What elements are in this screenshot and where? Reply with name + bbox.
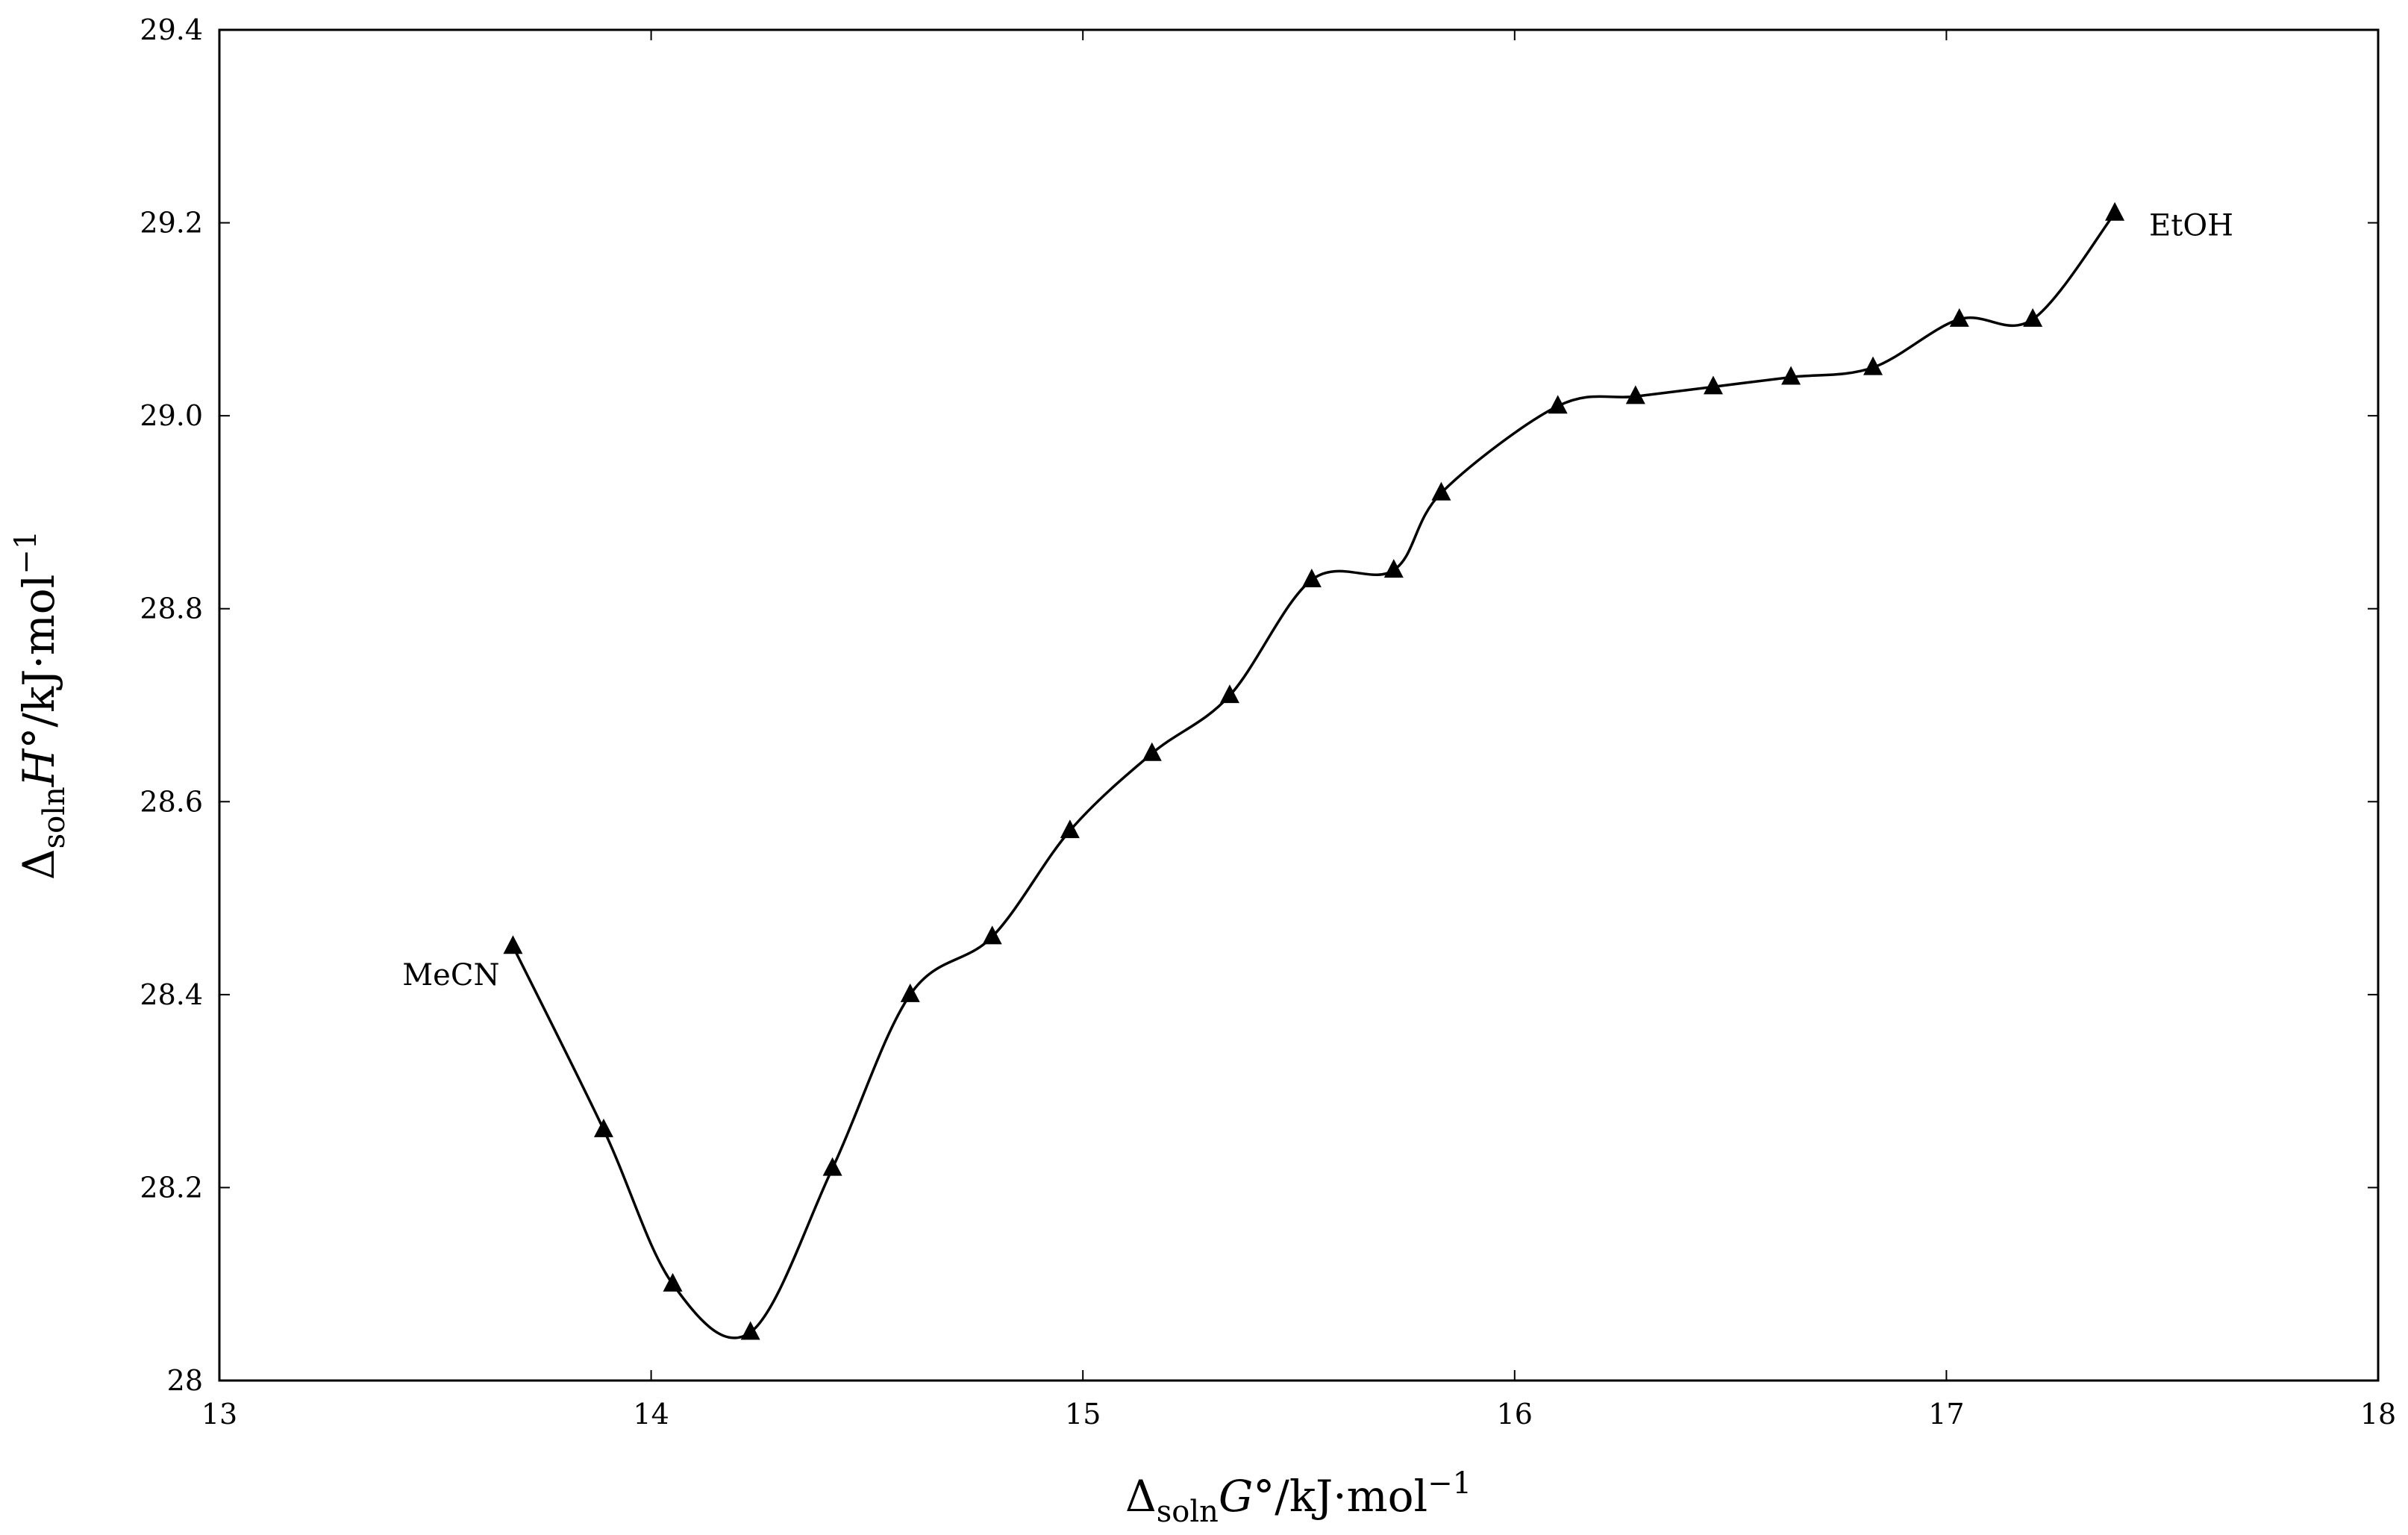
x-tick-label-4: 17 — [1928, 1398, 1964, 1431]
y-tick-label-5: 29.0 — [140, 399, 203, 432]
x-tick-label-5: 18 — [2360, 1398, 2396, 1431]
x-tick-label-2: 15 — [1065, 1398, 1101, 1431]
x-tick-labels: 13 14 15 16 17 18 — [201, 1398, 2396, 1431]
data-point-2 — [663, 1272, 683, 1292]
x-axis-label-main: Δ — [1125, 1471, 1157, 1522]
data-point-18 — [1949, 307, 1969, 327]
x-tick-label-3: 16 — [1497, 1398, 1533, 1431]
data-point-14 — [1625, 385, 1645, 404]
y-axis-label-main: Δ — [13, 848, 64, 880]
data-point-6 — [982, 925, 1002, 945]
y-axis-label-sup: −1 — [9, 531, 43, 575]
data-point-19 — [2023, 307, 2043, 327]
data-point-13 — [1548, 395, 1568, 414]
data-point-20 — [2105, 201, 2125, 221]
y-tick-label-2: 28.4 — [140, 978, 203, 1011]
y-axis-label: ΔsolnH°/kJ·mol−1 — [9, 531, 72, 880]
x-axis-label-var: G° — [1219, 1471, 1275, 1522]
y-axis-label-unit: /kJ·mol — [13, 575, 64, 728]
annotation-mecn: MeCN — [402, 958, 499, 992]
y-tick-label-4: 28.8 — [140, 593, 203, 625]
x-axis-label-sub: soln — [1157, 1495, 1219, 1529]
plot-frame — [218, 28, 2380, 1382]
data-point-17 — [1863, 356, 1883, 375]
data-point-16 — [1781, 366, 1801, 385]
data-point-9 — [1219, 684, 1239, 704]
x-tick-label-1: 14 — [633, 1398, 669, 1431]
data-point-1 — [593, 1118, 613, 1137]
data-point-7 — [1060, 819, 1080, 839]
y-tick-label-1: 28.2 — [140, 1171, 203, 1204]
data-point-11 — [1383, 559, 1404, 578]
data-point-10 — [1301, 569, 1322, 588]
annotation-etoh: EtOH — [2149, 209, 2233, 243]
x-axis-label-unit: /kJ·mol — [1275, 1471, 1427, 1522]
x-axis-label: ΔsolnG°/kJ·mol−1 — [1125, 1466, 1472, 1529]
annotations: MeCN EtOH — [402, 209, 2233, 993]
data-point-12 — [1431, 481, 1451, 501]
data-point-5 — [900, 983, 920, 1002]
y-tick-label-0: 28 — [167, 1364, 203, 1397]
x-axis-label-sup: −1 — [1427, 1466, 1472, 1501]
y-tick-label-7: 29.4 — [140, 13, 203, 46]
y-tick-label-6: 29.2 — [140, 207, 203, 240]
x-tick-label-0: 13 — [201, 1398, 237, 1431]
axis-ticks — [219, 29, 2379, 1381]
data-markers — [503, 201, 2125, 1340]
y-tick-label-3: 28.6 — [140, 785, 203, 818]
y-tick-labels: 28 28.2 28.4 28.6 28.8 29.0 29.2 29.4 — [140, 13, 203, 1397]
y-axis-label-sub: soln — [37, 787, 72, 848]
data-point-4 — [822, 1157, 842, 1176]
data-point-8 — [1142, 742, 1162, 761]
series-line — [511, 212, 2116, 1339]
data-point-15 — [1703, 375, 1723, 395]
y-axis-label-var: H° — [13, 728, 64, 788]
data-point-3 — [740, 1321, 760, 1340]
data-point-0 — [503, 935, 523, 954]
